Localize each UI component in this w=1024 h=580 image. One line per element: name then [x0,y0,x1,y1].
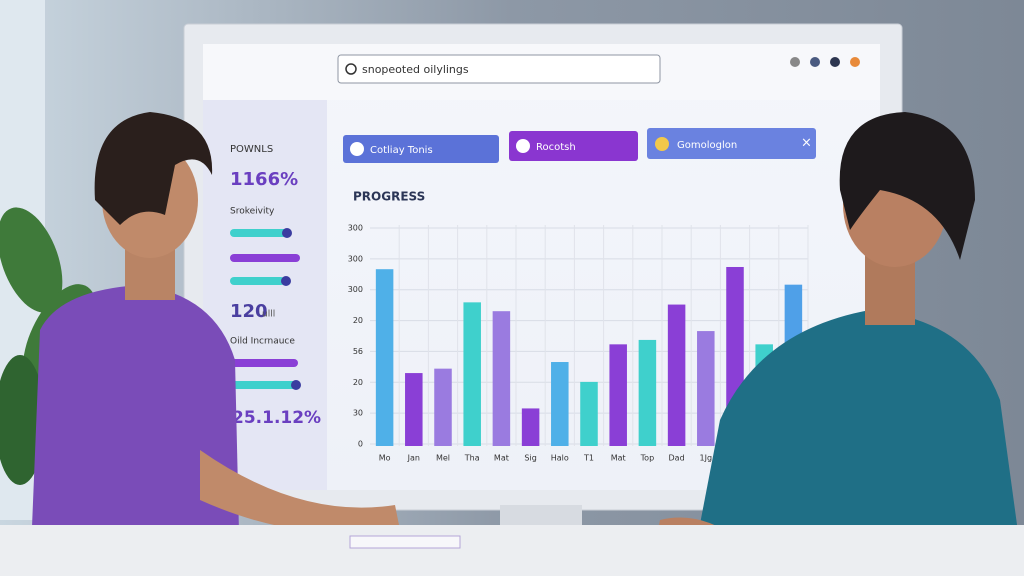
stat: 25.1.12% [232,408,321,428]
y-tick-label: 20 [353,316,363,325]
chart-title: PROGRESS [353,190,425,204]
bar [405,373,423,446]
x-tick-label: Mat [494,454,509,463]
tab-icon [516,139,530,153]
bar [580,381,598,446]
stat-unit: ulll [262,310,275,320]
stat-label: Srokeivity [230,207,275,217]
search-icon [345,63,357,75]
bar [463,302,481,446]
sidebar-heading: POWNLS [230,144,273,155]
notebook [349,535,461,549]
close-icon[interactable]: × [801,136,812,151]
window-dot[interactable] [810,57,820,67]
y-tick-label: 20 [353,378,363,387]
bar [434,368,452,446]
y-tick-label: 300 [348,254,363,263]
bar [609,344,627,446]
y-tick-label: 0 [358,440,363,449]
tab-icon [350,142,364,156]
window-dot[interactable] [850,57,860,67]
search-text: snopeoted oilylings [362,63,469,76]
tab-label: Gomologlon [677,140,737,151]
stat-label: Oild Incrnauce [230,337,295,347]
tab[interactable] [343,135,499,163]
bar [521,408,540,446]
stat: 120 [230,301,268,322]
y-tick-label: 300 [348,285,363,294]
progress-bars [230,228,301,390]
x-tick-label: Halo [551,454,569,463]
tab[interactable] [509,131,638,161]
stat: 1166% [230,169,298,190]
bar [375,269,394,446]
y-tick-label: 30 [353,409,363,418]
y-tick-label: 300 [348,224,363,233]
tab-label: Cotliay Tonis [370,145,433,156]
x-tick-label: Top [640,454,655,463]
window-dot[interactable] [830,57,840,67]
search-box[interactable] [337,54,661,84]
x-tick-label: Sig [524,454,536,463]
bar [492,311,511,446]
tab-icon [655,137,669,151]
x-tick-label: Dad [669,454,685,463]
window-dot[interactable] [790,57,800,67]
x-tick-label: Mel [436,454,450,463]
x-tick-label: Mo [379,454,391,463]
bar [638,339,657,446]
x-tick-label: Mat [611,454,626,463]
x-tick-label: Tha [464,454,480,463]
person-left [30,112,400,576]
y-tick-label: 56 [353,347,363,356]
tab-label: Rocotsh [536,142,576,153]
bar [667,304,686,446]
x-tick-label: Jan [407,454,420,463]
bar [551,362,569,446]
tab[interactable] [647,128,816,159]
desk [0,525,1024,576]
x-tick-label: 1Jg [700,454,713,463]
bar [697,331,715,446]
x-tick-label: T1 [583,454,594,463]
